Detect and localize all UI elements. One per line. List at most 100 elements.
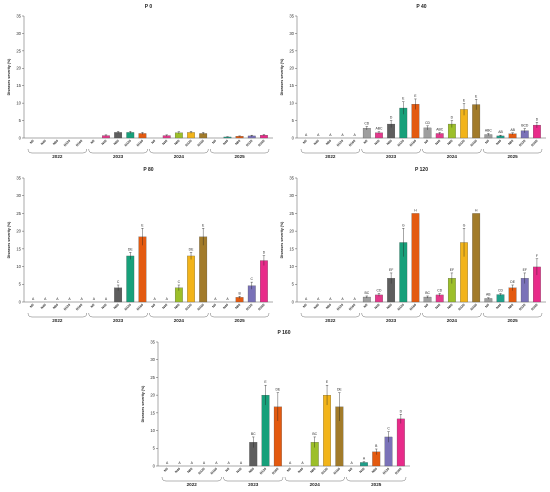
x-tick-label: N80 xyxy=(309,467,316,474)
x-tick-label: N120 xyxy=(197,467,206,476)
year-bracket xyxy=(483,312,543,318)
x-tick-label: N80 xyxy=(52,139,59,146)
y-tick-label: 25 xyxy=(289,211,294,216)
x-tick-label: N160 xyxy=(348,139,357,148)
significance-letter: E xyxy=(463,98,466,102)
y-tick-label: 5 xyxy=(292,118,295,123)
year-bracket xyxy=(422,148,482,154)
year-bracket xyxy=(149,312,209,318)
bar xyxy=(126,255,135,303)
year-label: 2024 xyxy=(310,482,321,487)
significance-letter: AB xyxy=(510,128,515,132)
significance-letter: E xyxy=(475,94,478,98)
x-tick-label: N120 xyxy=(184,303,193,312)
x-tick-label: N0 xyxy=(363,139,369,145)
year-label: 2024 xyxy=(447,318,458,323)
chart-title: P 120 xyxy=(415,167,428,173)
y-tick-label: 25 xyxy=(16,48,21,53)
y-tick-label: 5 xyxy=(19,118,22,123)
significance-letter: F xyxy=(536,254,538,258)
y-tick-label: 0 xyxy=(19,135,22,140)
bar xyxy=(138,236,147,303)
x-tick-label: N160 xyxy=(469,139,478,148)
significance-letter: D xyxy=(536,117,539,121)
year-label: 2023 xyxy=(113,154,124,159)
significance-letter: DE xyxy=(189,247,194,251)
x-tick-label: N80 xyxy=(113,303,120,310)
x-tick-label: N80 xyxy=(234,139,241,146)
y-tick-label: 30 xyxy=(289,193,294,198)
significance-letter: CD xyxy=(364,121,369,125)
significance-letter: AB xyxy=(498,130,503,134)
significance-letter: D xyxy=(451,116,454,120)
significance-letter: A xyxy=(341,133,344,137)
year-label: 2023 xyxy=(386,154,397,159)
year-bracket xyxy=(346,476,407,482)
year-label: 2023 xyxy=(386,318,397,323)
y-tick-label: 15 xyxy=(289,83,294,88)
x-tick-label: N40 xyxy=(374,139,381,146)
x-tick-label: N80 xyxy=(507,139,514,146)
year-label: 2023 xyxy=(113,318,124,323)
bar xyxy=(396,418,405,467)
x-tick-label: N80 xyxy=(52,303,59,310)
significance-letter: EF xyxy=(523,268,527,272)
year-label: 2024 xyxy=(174,154,185,159)
x-tick-label: N80 xyxy=(386,139,393,146)
y-tick-label: 30 xyxy=(289,31,294,36)
significance-letter: BC xyxy=(251,432,256,436)
year-label: 2025 xyxy=(371,482,382,487)
x-tick-label: N0 xyxy=(150,139,156,145)
year-bracket xyxy=(161,476,222,482)
y-tick-label: 35 xyxy=(150,339,155,344)
x-tick-label: N120 xyxy=(245,139,254,148)
x-tick-label: N160 xyxy=(409,303,418,312)
y-tick-label: 0 xyxy=(19,299,22,304)
year-label: 2025 xyxy=(508,318,519,323)
significance-letter: A xyxy=(32,297,35,301)
x-tick-label: N40 xyxy=(101,139,108,146)
year-bracket xyxy=(422,312,482,318)
year-bracket xyxy=(210,148,270,154)
significance-letter: A xyxy=(329,297,332,301)
x-tick-label: N0 xyxy=(302,139,308,145)
x-tick-label: N160 xyxy=(530,139,539,148)
x-tick-label: N80 xyxy=(173,139,180,146)
x-tick-label: N160 xyxy=(333,467,342,476)
year-label: 2022 xyxy=(187,482,198,487)
chart-title: P 40 xyxy=(416,4,426,10)
significance-letter: A xyxy=(166,461,169,465)
x-tick-label: N120 xyxy=(245,303,254,312)
year-bracket xyxy=(361,312,421,318)
significance-letter: G xyxy=(402,223,405,227)
x-tick-label: N120 xyxy=(518,139,527,148)
significance-letter: CD xyxy=(498,288,503,292)
significance-letter: A xyxy=(329,133,332,137)
y-tick-label: 10 xyxy=(289,264,294,269)
significance-letter: C xyxy=(251,277,254,281)
year-bracket xyxy=(284,476,345,482)
x-tick-label: N160 xyxy=(394,467,403,476)
year-label: 2022 xyxy=(52,318,63,323)
x-tick-label: N40 xyxy=(434,139,441,146)
x-tick-label: N120 xyxy=(457,303,466,312)
x-tick-label: N160 xyxy=(196,303,205,312)
y-tick-label: 30 xyxy=(16,31,21,36)
x-tick-label: N160 xyxy=(257,139,266,148)
x-tick-label: N120 xyxy=(336,139,345,148)
x-tick-label: N80 xyxy=(186,467,193,474)
x-tick-label: N0 xyxy=(211,303,217,309)
chart-title: P 0 xyxy=(145,4,153,10)
x-tick-label: N120 xyxy=(336,303,345,312)
significance-letter: ABC xyxy=(375,127,383,131)
year-label: 2025 xyxy=(235,318,246,323)
year-bracket xyxy=(300,148,360,154)
x-tick-label: N40 xyxy=(313,303,320,310)
y-tick-label: 10 xyxy=(16,101,21,106)
year-bracket xyxy=(88,312,148,318)
y-tick-label: 5 xyxy=(292,282,295,287)
significance-letter: BC xyxy=(312,432,317,436)
x-tick-label: N160 xyxy=(75,139,84,148)
y-tick-label: 20 xyxy=(16,229,21,234)
